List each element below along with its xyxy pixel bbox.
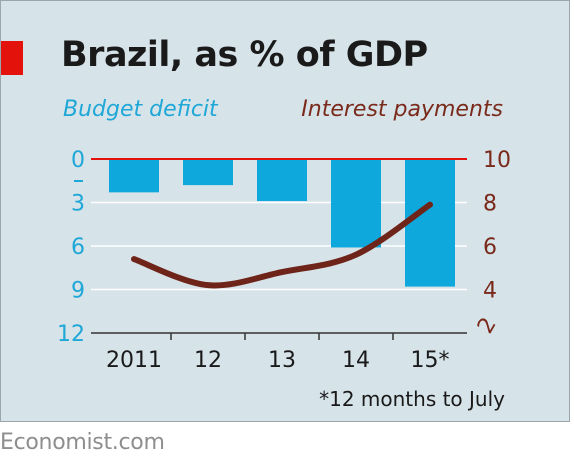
right-tick-label: 8 xyxy=(483,192,497,217)
right-axis-label: Interest payments xyxy=(301,97,503,122)
deficit-bars xyxy=(109,159,455,287)
brand-logo-text: Economist.com xyxy=(0,430,165,455)
brand-red-tab xyxy=(1,41,23,75)
left-tick-label: 12 xyxy=(57,322,85,347)
left-tick-label: 6 xyxy=(71,235,85,260)
left-tick-label: 0 xyxy=(71,148,85,173)
x-tick-label: 13 xyxy=(268,348,296,373)
axes xyxy=(74,180,467,340)
left-axis-label: Budget deficit xyxy=(63,97,218,122)
chart-title: Brazil, as % of GDP xyxy=(61,35,428,75)
x-tick-label: 15* xyxy=(411,348,450,373)
deficit-bar-14 xyxy=(331,159,381,248)
tick-labels: 0 3 6 9 12 10 8 6 4 2 2011 12 13 14 15* xyxy=(57,148,511,373)
footnote: *12 months to July xyxy=(319,387,505,411)
interest-payments-line xyxy=(131,201,433,289)
deficit-bar-13 xyxy=(257,159,307,202)
deficit-bar-2011 xyxy=(109,159,159,193)
x-tick-label: 2011 xyxy=(106,348,162,373)
right-tick-label: 2 xyxy=(473,313,502,338)
deficit-bar-15 xyxy=(405,159,455,287)
left-tick-label: 9 xyxy=(71,279,85,304)
x-tick-label: 12 xyxy=(194,348,222,373)
interest-line-layer xyxy=(131,201,433,289)
grid-lines xyxy=(91,201,467,291)
deficit-bar-12 xyxy=(183,159,233,186)
left-tick-label: 3 xyxy=(71,192,85,217)
right-tick-label: 10 xyxy=(483,148,511,173)
chart-plot: 0 3 6 9 12 10 8 6 4 2 2011 12 13 14 15* xyxy=(57,148,511,373)
right-tick-label: 4 xyxy=(483,279,497,304)
chart-panel: Brazil, as % of GDP Budget deficit Inter… xyxy=(0,0,570,422)
right-tick-label: 6 xyxy=(483,235,497,260)
x-tick-label: 14 xyxy=(342,348,370,373)
